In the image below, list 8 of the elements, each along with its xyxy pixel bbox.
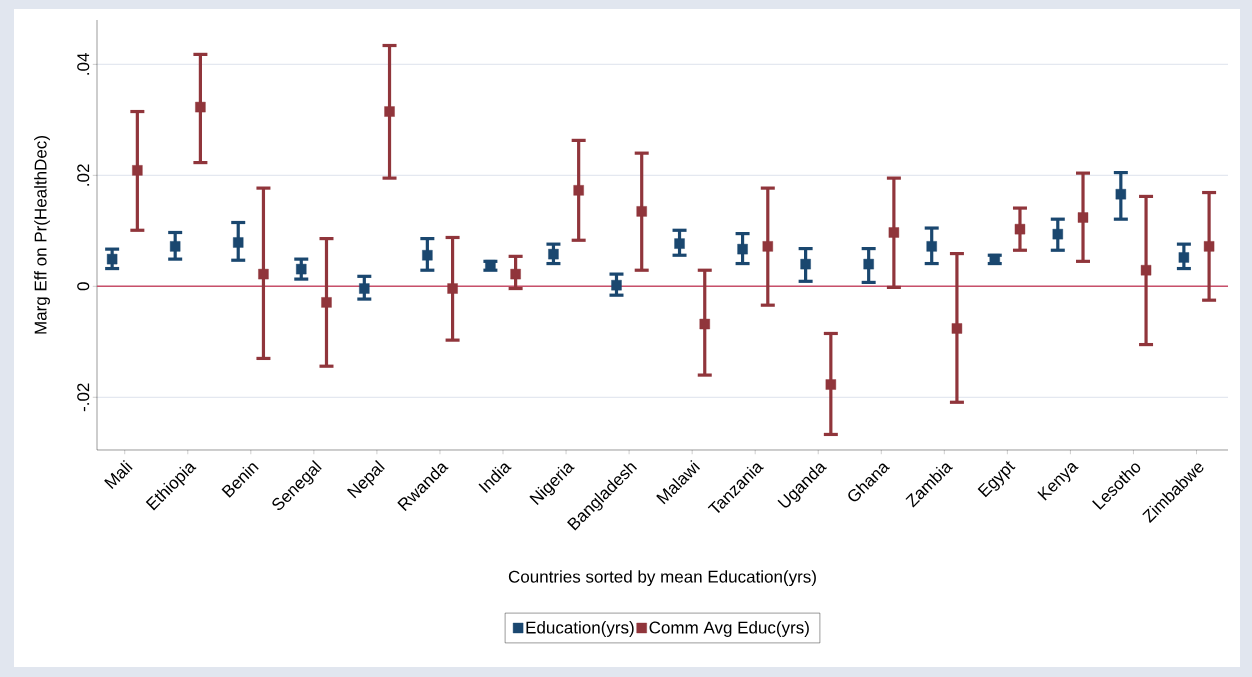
y-tick-label: 0 xyxy=(77,282,90,291)
legend-label: Comm Avg Educ(yrs) xyxy=(649,621,809,637)
legend-label: Education(yrs) xyxy=(526,621,634,637)
y-axis-title: Marg Eff on Pr(HealthDec) xyxy=(34,136,50,334)
y-tick-label: -.02 xyxy=(77,383,90,412)
y-tick-label: .04 xyxy=(77,53,90,75)
x-axis-title: Countries sorted by mean Education(yrs) xyxy=(508,570,816,587)
y-tick-label: .02 xyxy=(77,164,90,186)
